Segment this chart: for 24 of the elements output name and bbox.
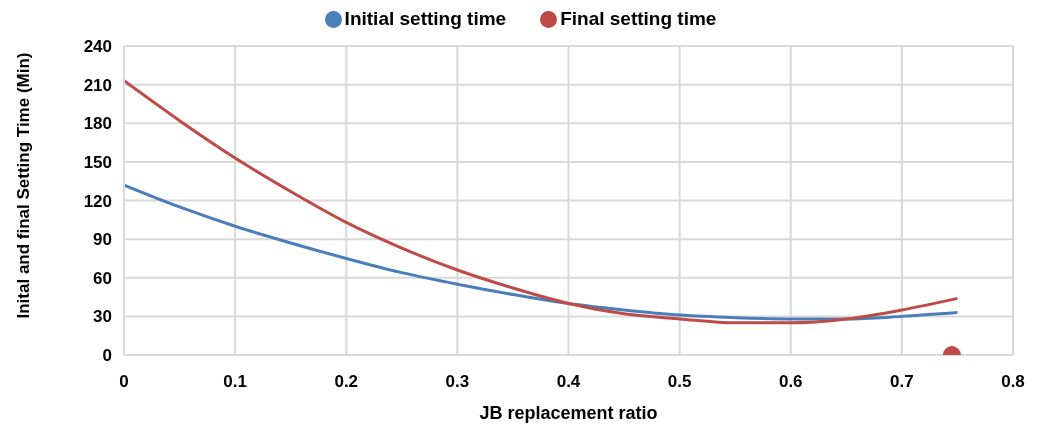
y-axis-title: Inital and final Setting Time (Min) (12, 51, 34, 321)
y-tick-label: 240 (83, 37, 112, 57)
x-tick-label: 0.7 (890, 372, 914, 392)
y-tick-label: 30 (93, 307, 112, 327)
x-tick-label: 0.2 (334, 372, 359, 392)
y-tick-label: 180 (83, 114, 112, 134)
legend-label: Initial setting time (344, 8, 507, 30)
y-tick-label: 0 (102, 346, 112, 366)
y-tick-label: 60 (93, 268, 112, 288)
line-series (124, 79, 959, 325)
x-tick-label: 0 (119, 372, 129, 392)
y-tick-label: 90 (93, 230, 112, 250)
x-tick-label: 0.3 (445, 372, 470, 392)
x-tick-label: 0.5 (667, 372, 692, 392)
y-tick-label: 210 (83, 75, 112, 95)
x-tick-label: 0.1 (223, 372, 247, 392)
x-tick-label: 0.6 (778, 372, 803, 392)
x-axis-title: JB replacement ratio (479, 403, 658, 423)
x-tick-label: 0.8 (1001, 372, 1025, 392)
line-series (124, 183, 959, 321)
legend-label: Final setting time (560, 8, 717, 30)
x-tick-label: 0.4 (556, 372, 581, 392)
y-tick-label: 150 (83, 152, 112, 172)
y-tick-label: 120 (83, 191, 112, 211)
